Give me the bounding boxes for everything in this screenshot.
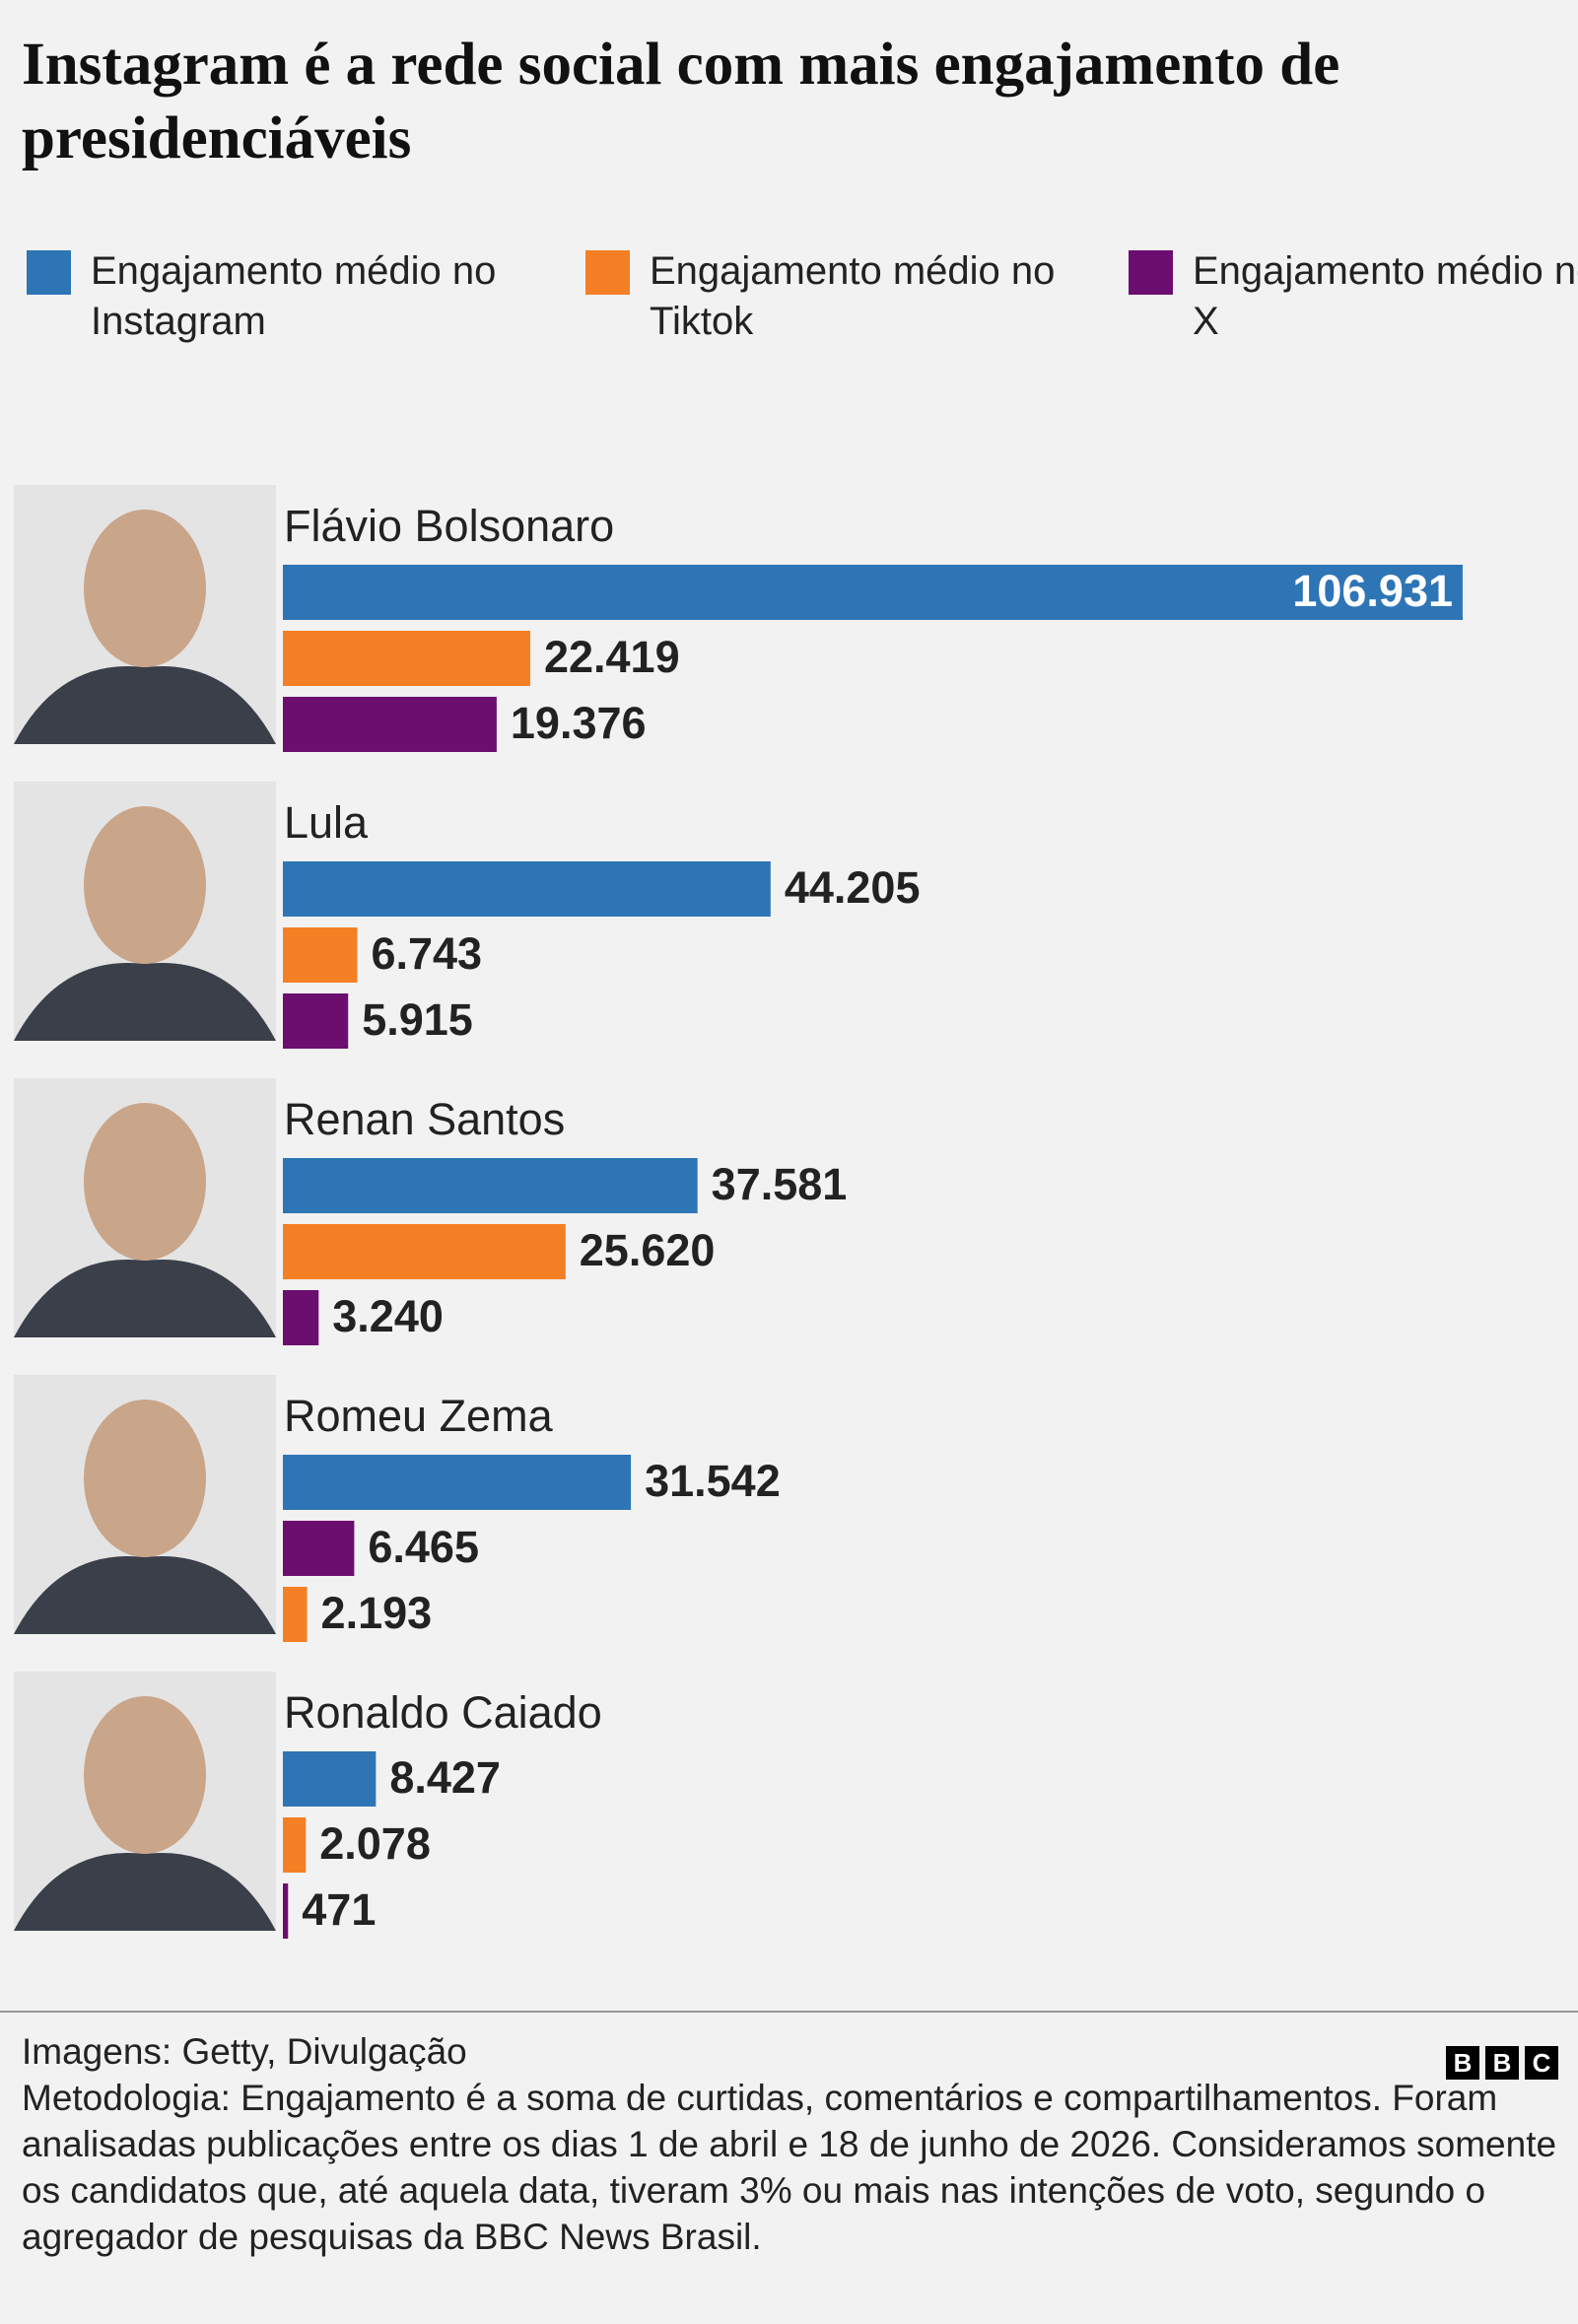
portrait-head xyxy=(84,1400,206,1557)
bar xyxy=(283,565,1463,620)
portrait-head xyxy=(84,1696,206,1854)
value-label: 31.542 xyxy=(645,1456,781,1506)
portrait-head xyxy=(84,510,206,667)
legend-label: Engajamento médio no Instagram xyxy=(91,249,497,343)
legend-label: Engajamento médio no X xyxy=(1193,249,1578,343)
portrait-shoulders xyxy=(14,962,276,1041)
portrait-head xyxy=(84,806,206,964)
bar xyxy=(283,1587,308,1642)
value-label: 2.078 xyxy=(319,1818,431,1869)
portrait-shoulders xyxy=(14,1555,276,1634)
bar xyxy=(283,1751,377,1807)
value-label: 25.620 xyxy=(580,1225,716,1275)
value-label: 8.427 xyxy=(389,1752,501,1803)
bar xyxy=(283,1817,307,1873)
bar xyxy=(283,697,497,752)
bar xyxy=(283,631,530,686)
legend-swatch xyxy=(1129,250,1173,295)
legend-swatch xyxy=(585,250,630,295)
bar xyxy=(283,927,358,983)
footer: Imagens: Getty, Divulgação Metodologia: … xyxy=(0,2011,1578,2260)
bar xyxy=(283,1224,566,1279)
value-label: 37.581 xyxy=(712,1159,848,1209)
category-label: Renan Santos xyxy=(284,1094,565,1144)
logo-letter: C xyxy=(1525,2046,1558,2080)
bar xyxy=(283,861,771,917)
portrait xyxy=(14,485,276,744)
logo-letter: B xyxy=(1485,2046,1519,2080)
portrait-shoulders xyxy=(14,665,276,744)
value-label: 5.915 xyxy=(362,994,473,1045)
value-label: 471 xyxy=(302,1884,376,1935)
portrait-head xyxy=(84,1103,206,1261)
portrait xyxy=(14,782,276,1041)
portrait-shoulders xyxy=(14,1852,276,1931)
bar xyxy=(283,1883,289,1939)
bar xyxy=(283,1455,632,1510)
methodology-note: Metodologia: Engajamento é a soma de cur… xyxy=(22,2078,1557,2257)
value-label: 44.205 xyxy=(785,862,921,913)
portrait xyxy=(14,1375,276,1634)
value-label: 19.376 xyxy=(511,698,647,748)
portrait xyxy=(14,1672,276,1931)
value-label: 6.743 xyxy=(371,928,482,979)
category-label: Flávio Bolsonaro xyxy=(284,501,614,551)
value-label: 22.419 xyxy=(544,632,680,682)
portrait xyxy=(14,1078,276,1337)
portrait-shoulders xyxy=(14,1259,276,1337)
credits: Imagens: Getty, Divulgação xyxy=(22,2031,467,2072)
category-label: Lula xyxy=(284,797,369,848)
category-label: Romeu Zema xyxy=(284,1391,554,1441)
legend-swatch xyxy=(27,250,71,295)
bar xyxy=(283,1158,698,1213)
bar xyxy=(283,993,349,1049)
logo-letter: B xyxy=(1446,2046,1479,2080)
chart-title: Instagram é a rede social com mais engaj… xyxy=(22,32,1340,171)
chart: Flávio Bolsonaro 106.931 22.419 19.376 Lula 4… xyxy=(14,485,1463,1939)
legend-label: Engajamento médio no Tiktok xyxy=(650,249,1056,343)
category-label: Ronaldo Caiado xyxy=(284,1687,602,1738)
bar xyxy=(283,1290,319,1345)
value-label: 2.193 xyxy=(321,1588,433,1638)
value-label: 3.240 xyxy=(332,1291,444,1341)
bar xyxy=(283,1521,355,1576)
value-label: 106.931 xyxy=(1292,566,1453,616)
value-label: 6.465 xyxy=(368,1522,479,1572)
